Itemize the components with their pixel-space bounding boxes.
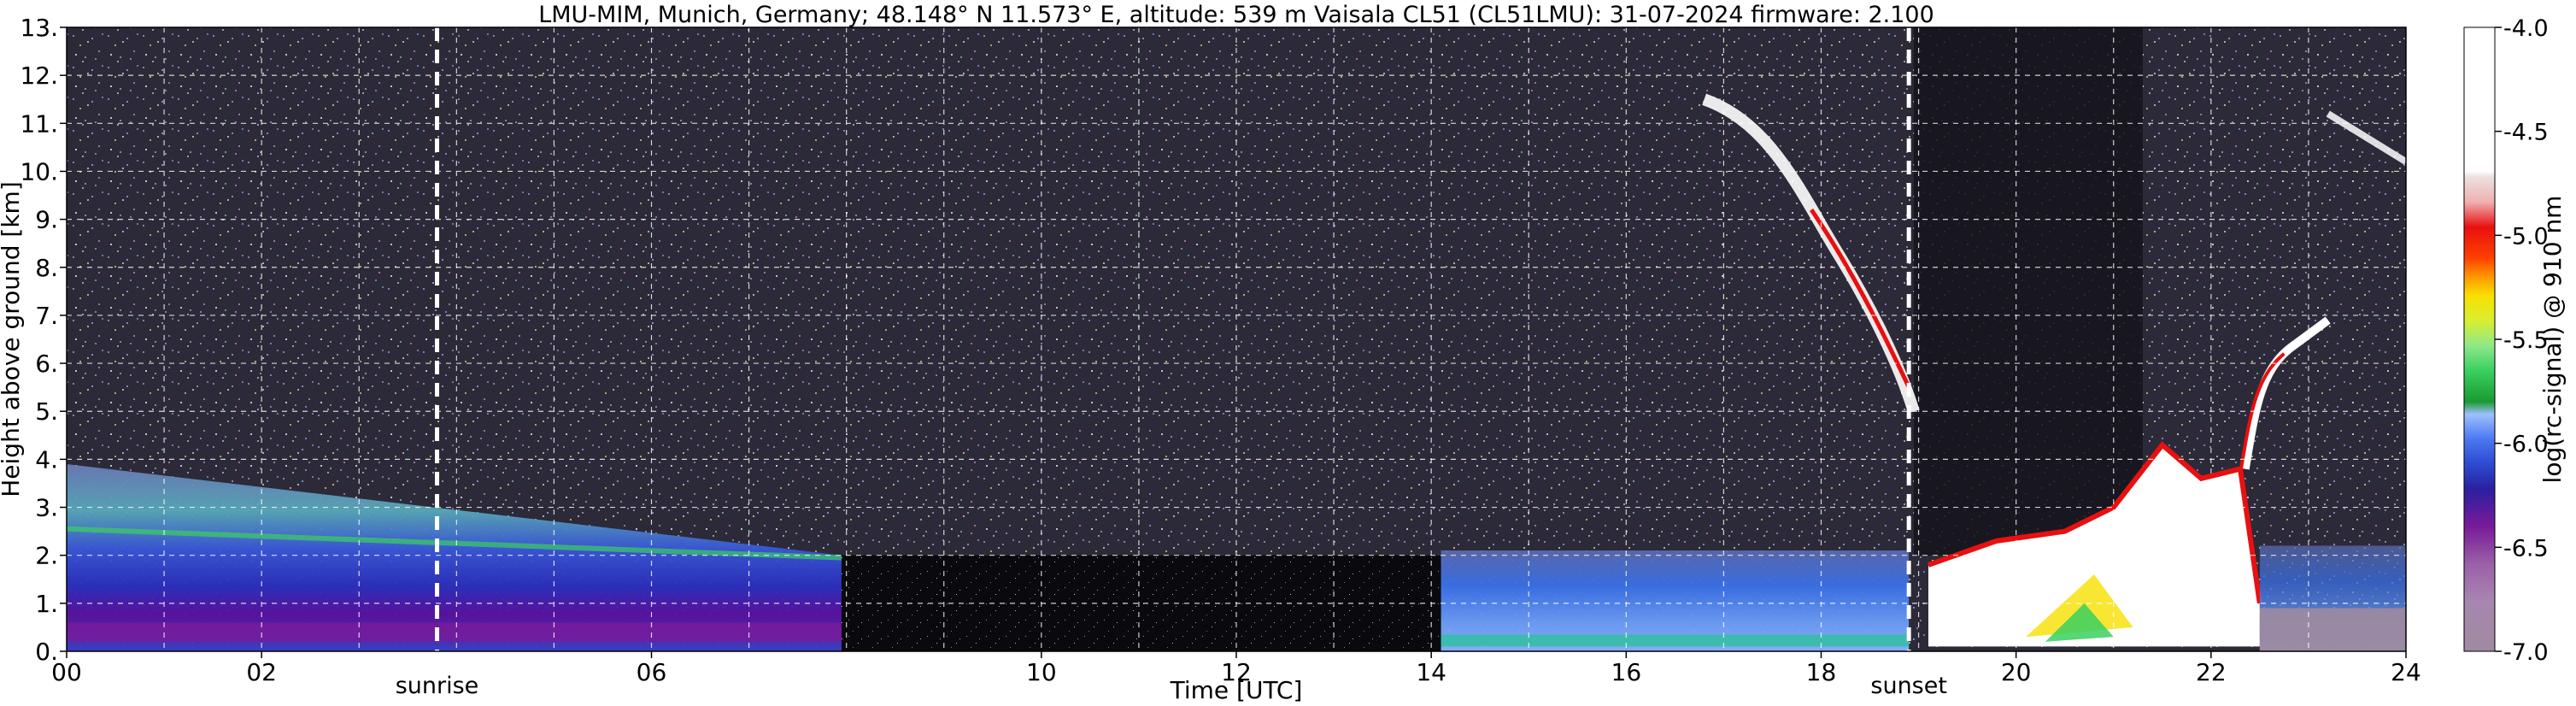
midlevel-cloud-edge: [2239, 352, 2286, 474]
low-cloud-green: [2045, 603, 2114, 642]
x-tick-label: 10: [1026, 658, 1057, 686]
plot-area: [66, 26, 2409, 652]
x-axis-ticks: 00 02 06 10 12 14 16 18 20 22 24: [51, 651, 2421, 686]
signal-gap-upper: [841, 27, 1441, 651]
y-tick-label: 7.: [35, 302, 58, 330]
evening-surface: [2259, 608, 2406, 651]
colorbar-tick-label: -6.0: [2503, 432, 2549, 458]
colorbar-tick-label: -5.0: [2503, 223, 2549, 250]
sun-markers: [435, 27, 1911, 651]
y-tick-label: 0.: [35, 638, 58, 666]
low-cloud-yellow: [2026, 574, 2133, 638]
x-tick-label: 00: [51, 658, 82, 686]
cirrus-core: [1810, 208, 1911, 389]
y-tick-label: 1.: [35, 590, 58, 618]
y-tick-label: 13.: [20, 14, 58, 42]
y-tick-label: 2.: [35, 542, 58, 570]
surface-layer: [67, 622, 842, 642]
colorbar-ticks: -4.0 -4.5 -5.0 -5.5 -6.0 -6.5 -7.0: [2495, 15, 2549, 666]
grid-lines: [67, 27, 2406, 651]
y-axis-ticks: 0. 1. 2. 3. 4. 5. 6. 7. 8. 9. 10. 11. 12. 13.: [20, 14, 67, 666]
sun-marker-labels: sunrise sunset: [396, 673, 1947, 699]
x-tick-label: 22: [2196, 658, 2227, 686]
colorbar-tick-label: -6.5: [2503, 535, 2549, 562]
colorbar-tick-label: -4.5: [2503, 120, 2549, 146]
y-tick-label: 9.: [35, 206, 58, 234]
x-tick-label: 18: [1806, 658, 1837, 686]
y-tick-label: 11.: [20, 109, 58, 138]
x-tick-label: 16: [1611, 658, 1642, 686]
y-tick-label: 4.: [35, 445, 58, 474]
low-cloud-body: [1928, 444, 2260, 647]
midlevel-cloud: [2240, 316, 2331, 470]
residual-layer-top: [66, 526, 842, 561]
colorbar-gradient: [2463, 26, 2496, 652]
y-tick-label: 10.: [20, 157, 58, 185]
low-cloud-edge: [1927, 441, 2262, 604]
upper-cirrus: [2326, 110, 2409, 165]
colorbar-tick-label: -4.0: [2503, 15, 2549, 42]
y-tick-label: 5.: [35, 397, 58, 426]
precip-curtain: [1913, 27, 2143, 556]
colorbar-tick-label: -7.0: [2503, 639, 2549, 666]
x-tick-label: 02: [246, 658, 277, 686]
y-tick-label: 6.: [35, 350, 58, 378]
x-tick-label: 24: [2391, 658, 2421, 686]
x-tick-label: 20: [2001, 658, 2032, 686]
colorbar: -4.0 -4.5 -5.0 -5.5 -6.0 -6.5 -7.0 log(rc-sign…: [2463, 15, 2567, 666]
colorbar-tick-label: -5.5: [2503, 327, 2549, 354]
x-axis-label: Time [UTC]: [1170, 676, 1303, 704]
x-tick-label: 06: [637, 658, 667, 686]
boundary-layer-forenoon: [67, 464, 842, 651]
y-tick-label: 3.: [35, 494, 58, 522]
marker-label-sunset: sunset: [1870, 673, 1947, 699]
marker-label-sunrise: sunrise: [396, 673, 479, 699]
chart-title: LMU-MIM, Munich, Germany; 48.148° N 11.5…: [538, 2, 1934, 28]
x-tick-label: 14: [1416, 658, 1446, 686]
y-tick-label: 8.: [35, 254, 58, 282]
surface-layer-afternoon: [1441, 634, 1910, 647]
colorbar-label: log(rc-signal) @ 910 nm: [2538, 196, 2567, 484]
y-axis-label: Height above ground [km]: [0, 181, 25, 497]
x-tick-label: 12: [1221, 658, 1252, 686]
y-tick-label: 12.: [20, 62, 58, 90]
